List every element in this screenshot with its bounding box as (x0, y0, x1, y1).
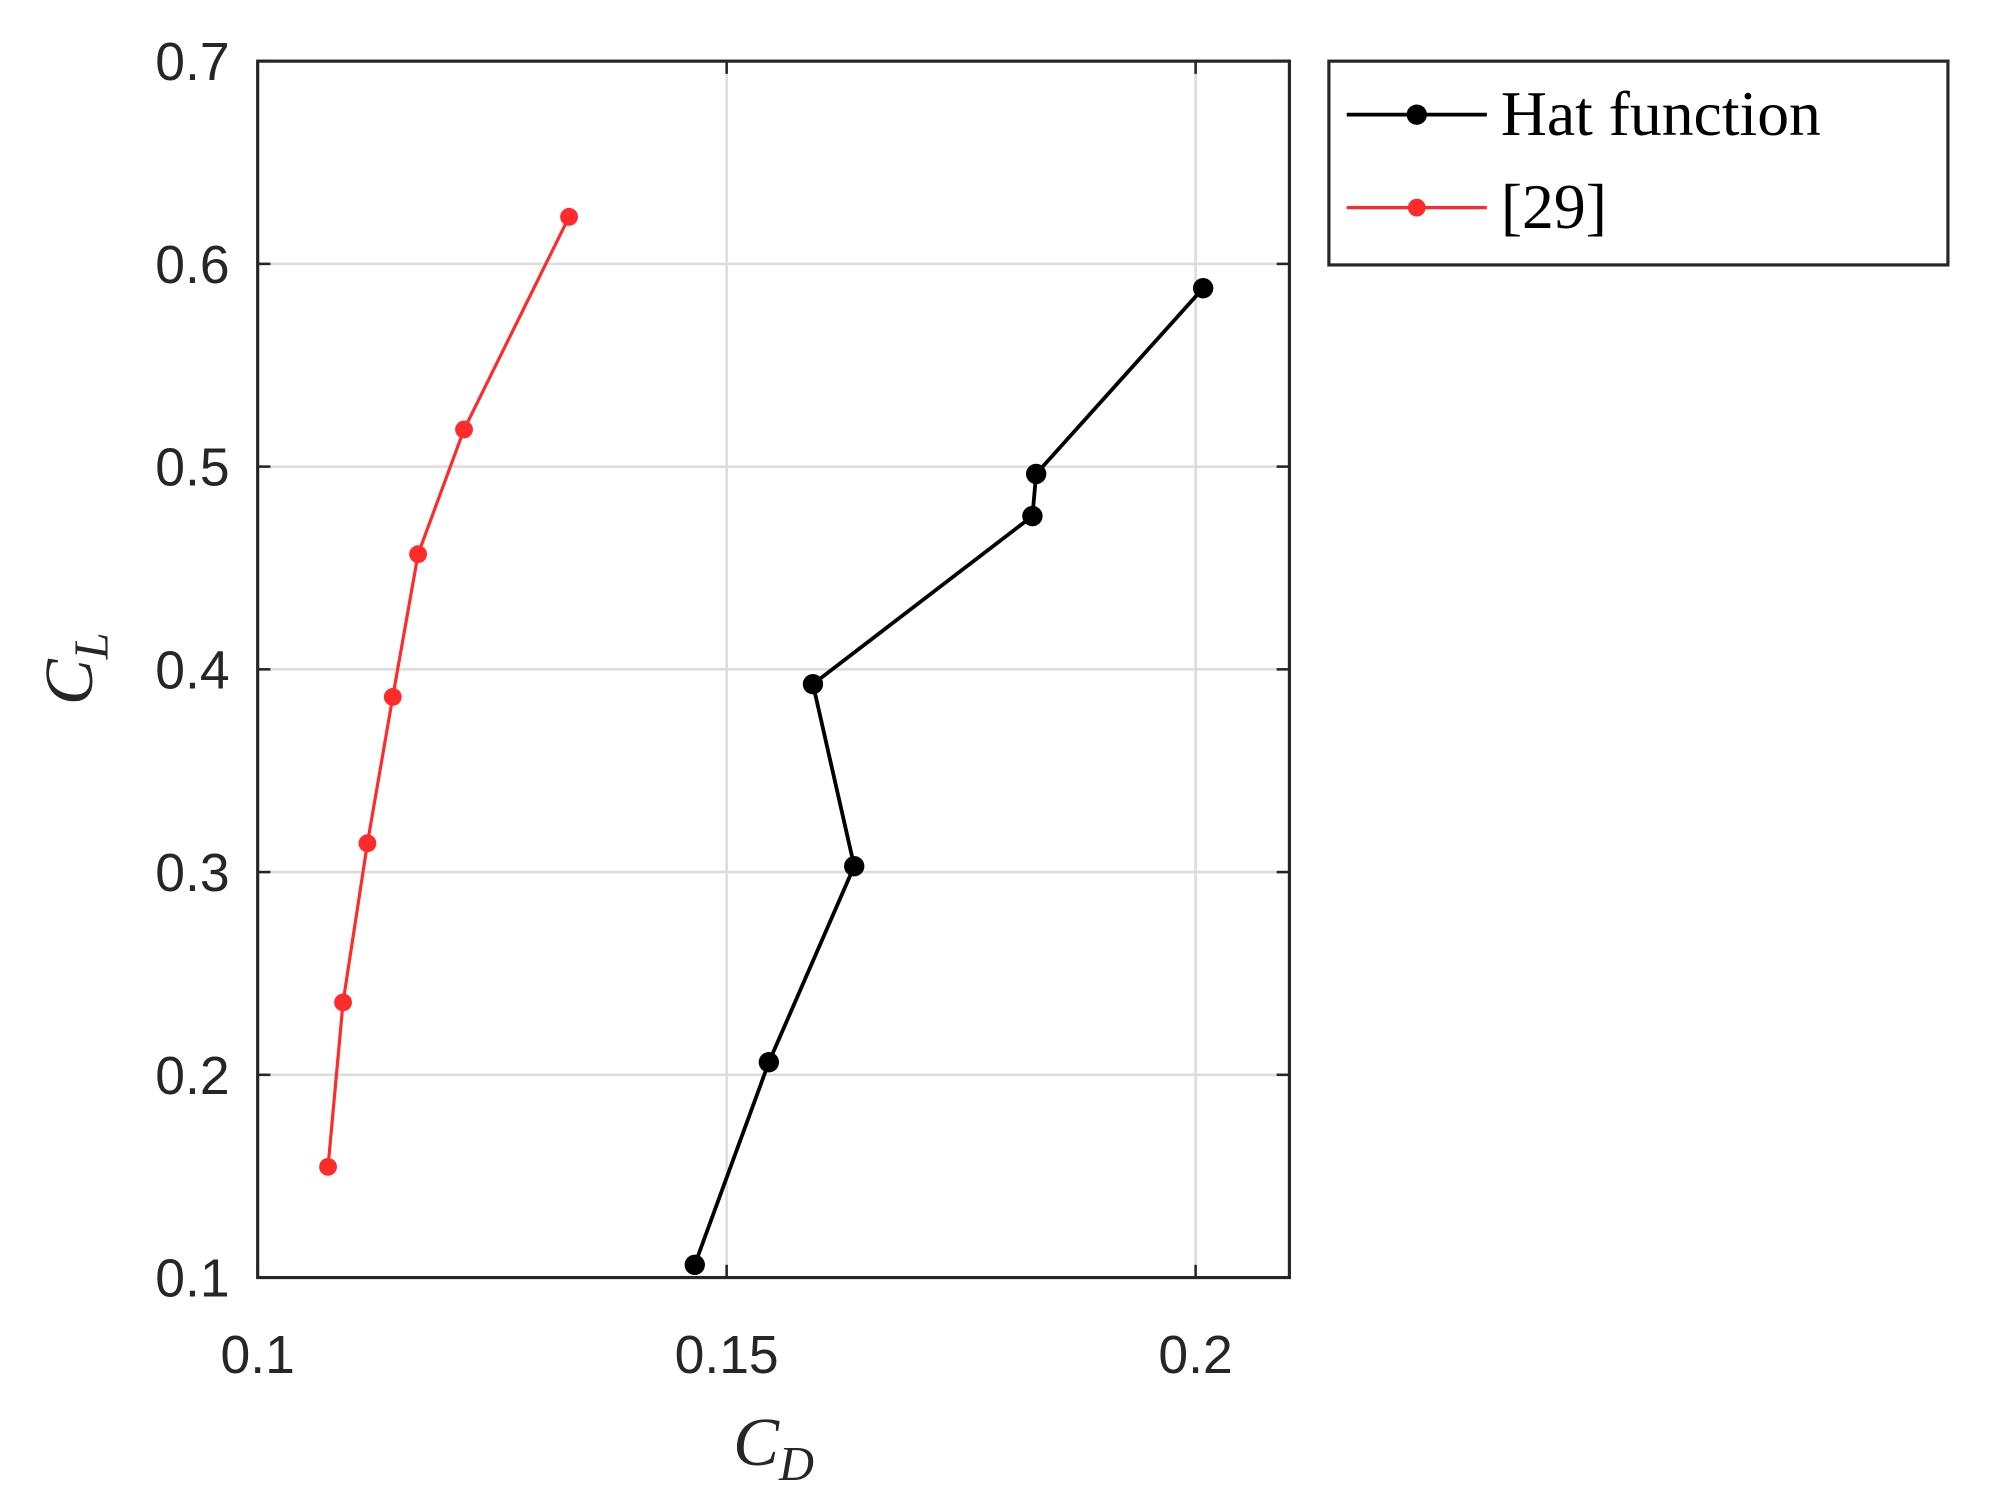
marker (1192, 278, 1214, 299)
legend-label: Hat function (1501, 78, 1821, 149)
marker (1022, 505, 1043, 527)
marker (409, 545, 427, 564)
x-tick-label: 0.2 (1158, 1326, 1232, 1385)
marker (383, 688, 402, 706)
plot-frame (256, 59, 1292, 1280)
legend-box (1327, 59, 1950, 267)
marker (802, 673, 824, 695)
marker (560, 207, 578, 226)
y-axis-label: CL (31, 632, 118, 705)
marker (358, 834, 377, 853)
y-tick-label: 0.3 (155, 844, 229, 903)
legend-marker (1407, 198, 1426, 217)
y-tick-label: 0.5 (155, 439, 229, 498)
y-tick-label: 0.6 (155, 236, 229, 295)
marker (334, 993, 352, 1012)
x-axis-label: CD (733, 1404, 814, 1491)
x-label-sub: D (778, 1438, 814, 1491)
marker (844, 856, 865, 877)
y-tick-label: 0.4 (155, 641, 229, 700)
x-tick-label: 0.15 (675, 1326, 779, 1385)
y-label-main: C (31, 658, 107, 705)
y-tick-label: 0.2 (155, 1047, 229, 1106)
y-tick-label: 0.7 (155, 33, 229, 92)
marker (455, 420, 473, 439)
x-label-main: C (733, 1404, 780, 1480)
y-tick-label: 0.1 (155, 1250, 229, 1309)
marker (684, 1254, 705, 1275)
x-tick-label: 0.1 (221, 1326, 295, 1385)
marker (1025, 463, 1047, 485)
legend-marker (1406, 104, 1427, 125)
marker (319, 1157, 337, 1176)
y-label-sub: L (65, 632, 118, 660)
legend-label: [29] (1501, 171, 1607, 242)
marker (758, 1052, 780, 1073)
